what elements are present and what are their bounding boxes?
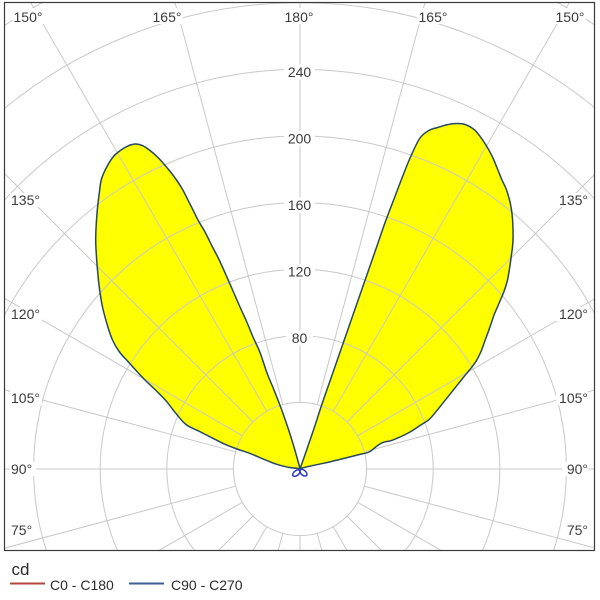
svg-text:C90 - C270: C90 - C270 (171, 577, 243, 593)
svg-text:200: 200 (288, 131, 312, 147)
svg-text:135°: 135° (559, 192, 588, 208)
svg-text:75°: 75° (567, 522, 588, 538)
svg-text:90°: 90° (567, 461, 588, 477)
svg-text:180°: 180° (285, 9, 314, 25)
svg-text:165°: 165° (419, 9, 448, 25)
svg-text:90°: 90° (11, 461, 32, 477)
svg-text:C0 - C180: C0 - C180 (50, 577, 114, 593)
svg-text:165°: 165° (153, 9, 182, 25)
svg-text:cd: cd (12, 560, 30, 579)
svg-text:150°: 150° (14, 9, 43, 25)
svg-text:105°: 105° (559, 390, 588, 406)
svg-text:135°: 135° (11, 192, 40, 208)
svg-text:105°: 105° (11, 390, 40, 406)
svg-text:80: 80 (292, 330, 308, 346)
svg-text:240: 240 (288, 64, 312, 80)
svg-text:75°: 75° (11, 522, 32, 538)
svg-text:120°: 120° (559, 306, 588, 322)
svg-text:120: 120 (288, 264, 312, 280)
svg-text:150°: 150° (556, 9, 585, 25)
svg-text:160: 160 (288, 197, 312, 213)
svg-text:120°: 120° (11, 306, 40, 322)
